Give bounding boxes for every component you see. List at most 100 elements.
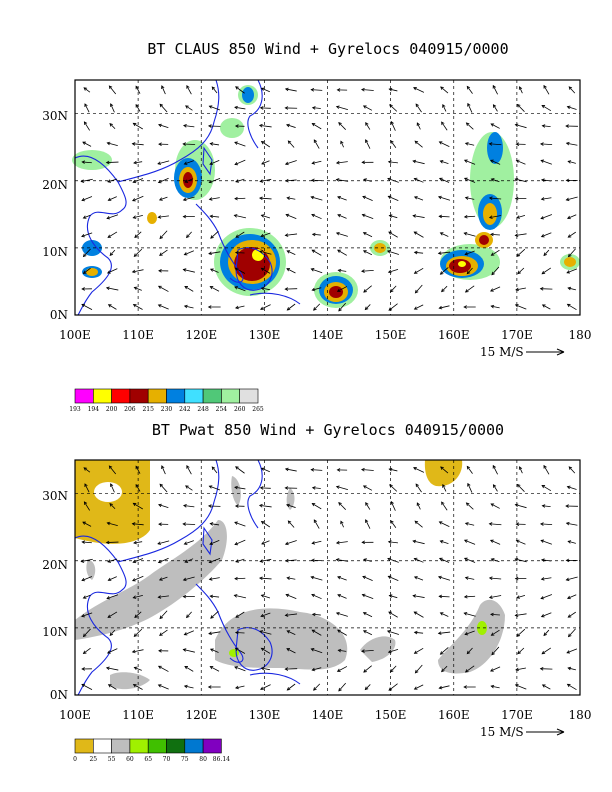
wind-vector — [361, 87, 374, 92]
wind-vector — [438, 685, 450, 690]
wind-vector — [540, 197, 552, 201]
wind-vector — [209, 142, 220, 146]
wind-vector — [516, 595, 526, 599]
reference-vector-label: 15 M/S — [480, 345, 524, 359]
wind-vector — [234, 250, 245, 255]
wind-vector — [311, 593, 322, 600]
wind-vector — [413, 576, 424, 581]
wind-vector — [182, 576, 195, 582]
wind-vector — [362, 575, 373, 581]
colorbar-swatch — [166, 388, 186, 404]
wind-vector — [184, 666, 194, 672]
wind-vector — [234, 124, 245, 128]
wind-vector — [133, 666, 142, 671]
wind-vector — [235, 466, 245, 474]
wind-vector — [464, 250, 475, 256]
wind-vector — [234, 521, 246, 527]
wind-vector — [387, 575, 399, 582]
wind-vector — [157, 304, 169, 310]
wind-vector — [566, 648, 578, 654]
wind-vector — [260, 666, 270, 671]
wind-vector — [82, 594, 91, 599]
wind-vector — [157, 684, 169, 690]
wind-vector — [184, 286, 194, 292]
wind-vector — [565, 196, 578, 202]
wind-vector — [338, 502, 346, 510]
wind-vector — [107, 231, 118, 238]
wind-vector — [107, 576, 117, 582]
wind-vector — [361, 160, 374, 165]
wind-vector — [362, 105, 373, 111]
lon-label: 140E — [312, 708, 344, 722]
wind-vector — [310, 468, 323, 472]
wind-vector — [82, 628, 91, 638]
colorbar-label: 242 — [179, 406, 191, 413]
wind-vector — [490, 558, 500, 563]
colorbar-label: 194 — [88, 406, 100, 413]
wind-vector — [209, 286, 220, 292]
wind-vector — [182, 648, 195, 653]
wind-vector — [490, 684, 500, 689]
wind-vector — [340, 140, 344, 148]
wind-vector — [441, 501, 448, 511]
lon-label: 180 — [569, 708, 592, 722]
wind-vector — [133, 628, 143, 637]
lon-label: 120E — [185, 708, 217, 722]
wind-vector — [259, 558, 272, 563]
wind-vector — [183, 504, 195, 508]
wind-vector — [81, 287, 92, 291]
wind-vector — [362, 485, 373, 491]
wind-vector — [335, 105, 348, 111]
wind-vector — [464, 630, 475, 636]
wind-vector — [183, 124, 195, 128]
colorbar-swatch — [74, 738, 94, 754]
wind-vector — [131, 522, 144, 526]
wind-vector — [106, 648, 118, 654]
colorbar-label: 260 — [234, 406, 246, 413]
wind-vector — [82, 521, 92, 527]
wind-vector — [234, 105, 246, 110]
wind-vector — [186, 231, 192, 239]
wind-vector — [313, 683, 321, 691]
wind-vector — [387, 540, 398, 544]
wind-vector — [516, 103, 525, 112]
wind-vector — [234, 504, 245, 508]
wind-vector — [83, 87, 91, 93]
wind-vector — [109, 249, 116, 257]
wind-vector — [389, 285, 397, 293]
wind-vector — [540, 558, 552, 562]
wind-vector — [81, 576, 93, 582]
wind-vector — [515, 539, 526, 545]
wind-vector — [540, 159, 552, 165]
wind-vector — [182, 196, 195, 202]
wind-vector — [260, 467, 270, 473]
wind-vector — [412, 539, 425, 545]
wind-vector — [490, 232, 500, 237]
wind-vector — [539, 287, 553, 291]
wind-vector — [543, 464, 550, 475]
wind-vector — [259, 106, 271, 110]
colorbar-label: 206 — [124, 406, 136, 413]
wind-vector — [131, 269, 144, 274]
wind-vector — [207, 685, 221, 689]
wind-vector — [489, 539, 501, 545]
wind-vector — [413, 177, 424, 183]
wind-vector — [414, 664, 423, 674]
wind-vector — [363, 285, 372, 293]
wind-vector — [567, 628, 576, 638]
wind-vector — [567, 611, 576, 618]
wind-vector — [463, 612, 476, 617]
wind-vector — [335, 231, 348, 237]
wind-vector — [362, 630, 373, 636]
wind-vector — [518, 466, 523, 474]
wind-vector — [284, 540, 297, 546]
wind-vector — [413, 87, 425, 93]
wind-vector — [466, 85, 473, 94]
lat-label: 10N — [42, 625, 68, 639]
wind-vector — [183, 540, 194, 545]
wind-vector — [361, 269, 374, 273]
wind-vector — [310, 178, 322, 183]
wind-vector — [131, 142, 144, 146]
wind-vector — [541, 485, 552, 492]
wind-vector — [566, 214, 577, 220]
